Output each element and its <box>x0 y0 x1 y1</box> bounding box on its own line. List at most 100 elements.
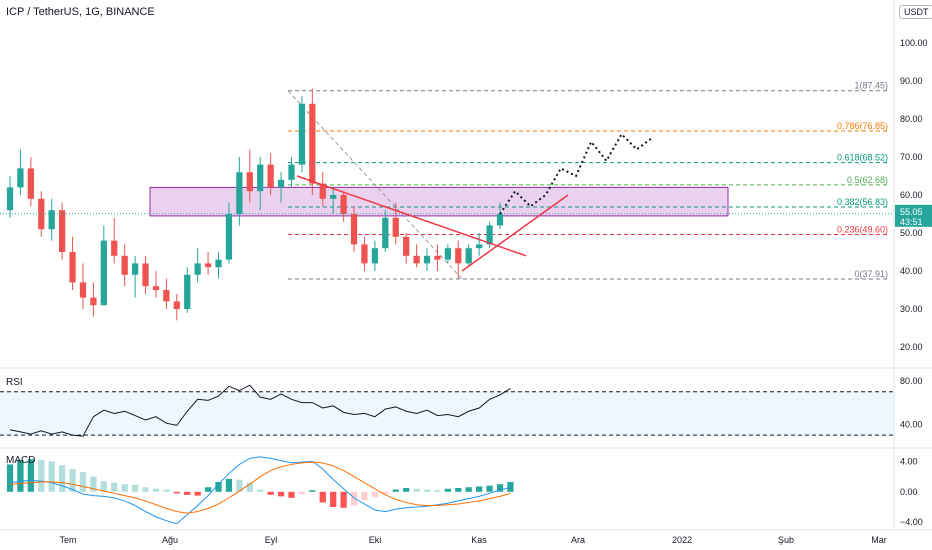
candle-body <box>100 240 107 306</box>
candle-body <box>455 248 462 264</box>
time-tick-label: 2022 <box>672 535 692 545</box>
candle-body <box>423 255 431 264</box>
currency-button[interactable]: USDT <box>899 5 932 19</box>
candle-body <box>27 168 34 199</box>
price-tick-label: 40.00 <box>900 266 923 276</box>
time-tick-label: Mar <box>871 535 887 545</box>
fib-level-label: 0.236(49.60) <box>837 225 888 235</box>
macd-histogram-bar <box>184 491 191 495</box>
candle-body <box>69 252 76 283</box>
candle-body <box>215 259 222 268</box>
candle-body <box>465 248 472 264</box>
candle-body <box>6 187 14 211</box>
macd-histogram-bar <box>173 491 180 494</box>
macd-tick-label: 4.00 <box>900 456 918 466</box>
candle-body <box>163 290 170 302</box>
macd-histogram-bar <box>90 476 97 492</box>
macd-histogram-bar <box>288 491 295 498</box>
macd-line <box>9 456 511 525</box>
macd-histogram-bar <box>38 459 45 492</box>
candle-countdown: 43:51 <box>900 217 923 227</box>
macd-histogram-bar <box>277 491 285 497</box>
macd-histogram-bar <box>215 481 222 492</box>
macd-histogram-bar <box>79 472 87 492</box>
macd-histogram-bar <box>340 491 347 508</box>
macd-histogram-bar <box>27 459 34 492</box>
macd-histogram-bar <box>152 488 160 492</box>
macd-histogram-bar <box>298 491 306 495</box>
price-tick-label: 90.00 <box>900 76 923 86</box>
macd-tick-label: 0.00 <box>900 487 918 497</box>
macd-histogram-bar <box>382 491 389 495</box>
macd-histogram-bar <box>225 478 233 492</box>
candle-body <box>225 214 233 260</box>
candle-body <box>194 263 201 275</box>
macd-histogram-bar <box>59 465 66 492</box>
macd-histogram-bar <box>413 488 420 492</box>
time-tick-label: Eki <box>369 535 382 545</box>
macd-histogram-bar <box>465 487 472 492</box>
fib-level-label: 1(87.45) <box>854 81 888 91</box>
time-tick-label: Kas <box>471 535 487 545</box>
macd-histogram-bar <box>444 488 451 492</box>
candle-body <box>434 255 441 260</box>
time-tick-label: Eyl <box>265 535 278 545</box>
fib-level-label: 0.618(68.52) <box>837 153 888 163</box>
rsi-tick-label: 80.00 <box>900 376 923 386</box>
macd-signal-line <box>9 461 511 514</box>
current-price-value: 55.05 <box>900 207 923 217</box>
price-tick-label: 30.00 <box>900 304 923 314</box>
candle-body <box>319 183 326 199</box>
projected-price-path[interactable] <box>499 132 653 215</box>
macd-histogram-bar <box>204 487 212 492</box>
macd-histogram-bar <box>6 464 14 492</box>
candle-body <box>111 240 118 256</box>
macd-histogram-bar <box>309 490 316 492</box>
macd-histogram-bar <box>486 485 493 492</box>
macd-histogram-bar <box>111 482 118 492</box>
candle-body <box>17 168 24 188</box>
candle-body <box>382 217 389 249</box>
price-tick-label: 70.00 <box>900 152 923 162</box>
candle-body <box>444 248 451 260</box>
macd-histogram-bar <box>17 459 24 492</box>
current-price-badge <box>895 204 932 227</box>
support-resistance-zone[interactable] <box>149 186 729 217</box>
candle-body <box>142 263 149 287</box>
macd-tick-label: −4.00 <box>900 517 923 527</box>
candle-body <box>173 301 180 309</box>
rsi-tick-label: 40.00 <box>900 419 923 429</box>
candle-body <box>267 164 274 188</box>
macd-histogram-bar <box>163 489 170 492</box>
ascending-trendline[interactable] <box>461 194 569 272</box>
macd-pane-label: MACD <box>6 455 36 466</box>
candle-body <box>257 164 264 192</box>
macd-histogram-bar <box>330 491 337 507</box>
macd-histogram-bar <box>48 461 55 492</box>
candle-body <box>298 103 306 165</box>
time-tick-label: Şub <box>778 535 794 545</box>
candle-body <box>204 263 212 268</box>
fib-trend-line <box>287 90 463 280</box>
macd-histogram-bar <box>423 489 431 492</box>
macd-histogram-bar <box>434 490 441 492</box>
macd-histogram-bar <box>392 489 399 492</box>
macd-histogram-bar <box>496 484 504 492</box>
candle-body <box>476 244 483 249</box>
price-tick-label: 60.00 <box>900 190 923 200</box>
descending-trendline[interactable] <box>296 175 527 257</box>
candle-body <box>277 179 285 188</box>
candle-body <box>392 217 399 237</box>
candle-body <box>350 214 358 245</box>
candle-body <box>288 164 295 180</box>
price-tick-label: 20.00 <box>900 342 923 352</box>
candle-body <box>403 236 410 256</box>
macd-histogram-bar <box>507 481 514 492</box>
chart-title: ICP / TetherUS, 1G, BINANCE <box>6 6 155 18</box>
candle-body <box>413 255 420 264</box>
fib-level-label: 0.382(56.83) <box>837 197 888 207</box>
candle-body <box>330 195 337 199</box>
candle-body <box>371 248 379 264</box>
candle-body <box>246 172 253 192</box>
